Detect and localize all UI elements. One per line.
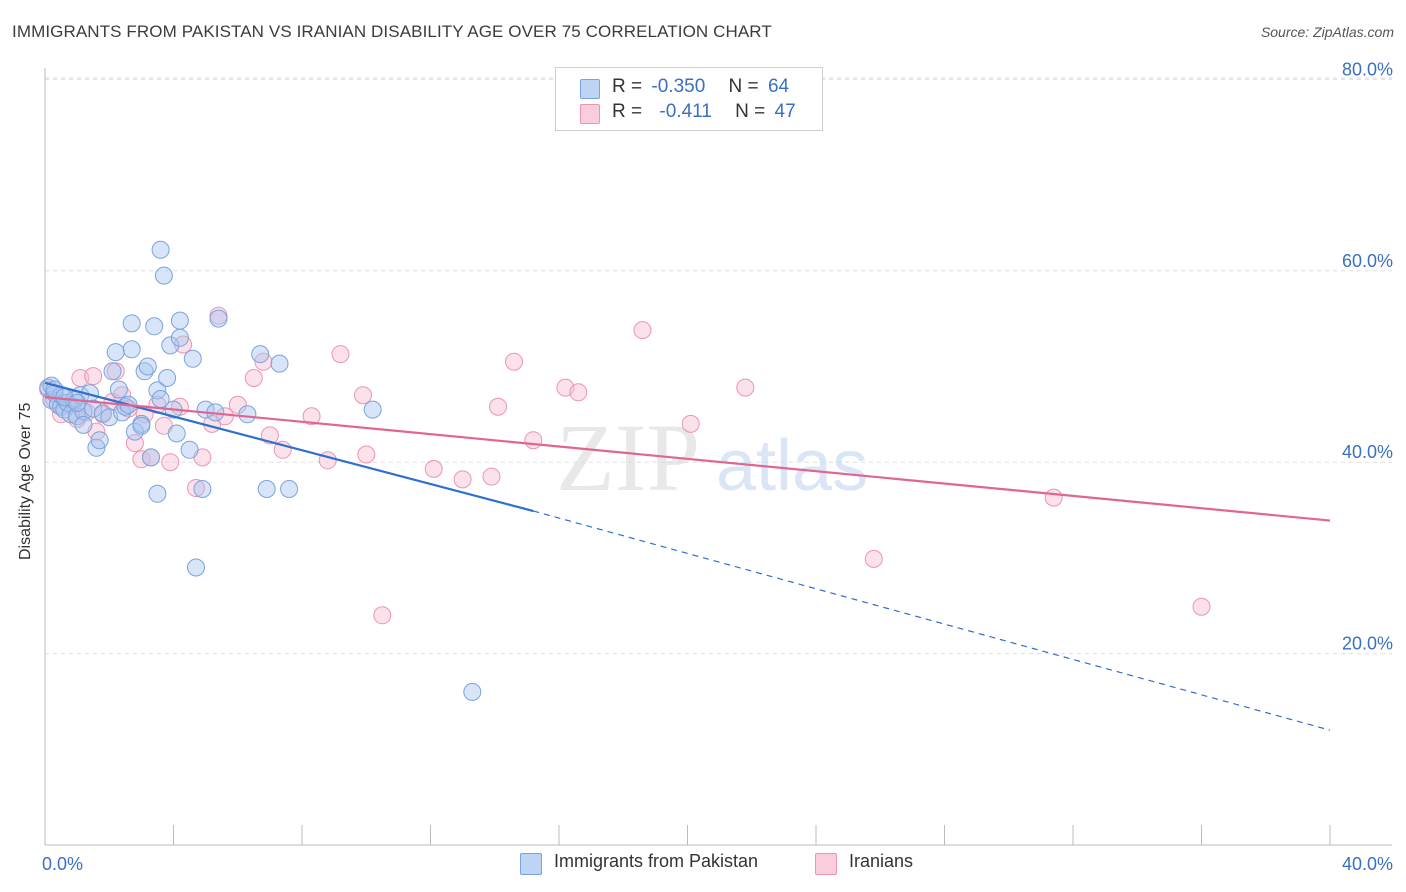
pakistan-point [135,362,154,381]
iranians-point [161,453,180,472]
pakistan-point [280,480,299,498]
iranians-point [357,445,376,464]
gridlines [45,77,1392,655]
legend-text-iranians: R = -0.411 N = 47 [612,101,796,123]
legend-r-label: R = [612,76,643,97]
pakistan-point [74,415,93,434]
pakistan-point [209,309,228,328]
tick-labels: 20.0% 40.0% 60.0% 80.0% 0.0% 40.0% [42,59,1393,874]
correlation-legend: R = -0.350 N = 64 R = -0.411 N = 47 [555,67,823,131]
pakistan-point [238,405,257,424]
trendlines [44,381,1331,731]
iranians-point [228,395,247,414]
bottom-legend-swatch-pink [815,853,837,875]
pakistan-point [90,431,109,450]
legend-n-label: N = [735,101,766,122]
iranians-point [453,470,472,489]
iranians-point [482,467,501,486]
pakistan-point [145,317,164,336]
legend-r-label: R = [612,101,643,122]
x-tick-label: 0.0% [42,854,83,874]
pakistan-point [251,345,270,364]
iranians-point [373,606,392,625]
pakistan-point [103,362,122,381]
pakistan-point [270,354,289,373]
pakistan-points [39,240,482,701]
iranians-point [681,414,700,433]
iranians-point [736,378,755,397]
watermark-atlas: atlas [716,426,868,506]
iranians-point [505,352,523,371]
pakistan-point [84,399,103,418]
pakistan-point [154,266,173,285]
iranians-point [1192,597,1211,616]
watermark: ZIP atlas [556,404,868,511]
pakistan-point [463,682,482,701]
y-axis-title: Disability Age Over 75 [17,402,34,560]
legend-n-value: 47 [774,101,796,122]
iranians-point [864,549,883,568]
pakistan-point [161,336,180,355]
legend-text-pakistan: R = -0.350 N = 64 [612,76,789,98]
pakistan-point [363,400,382,419]
iranians-point [354,386,372,405]
pakistan-point [167,424,186,443]
legend-r-value: -0.350 [651,76,706,97]
iranians-point [524,431,543,450]
pakistan-point [151,240,170,259]
pakistan-point [142,448,160,467]
y-tick-label: 80.0% [1342,59,1393,79]
legend-swatch-blue [580,79,600,99]
pakistan-point [158,369,177,387]
legend-n-value: 64 [767,76,790,97]
x-tick-label: 40.0% [1342,854,1393,874]
pakistan-point [122,314,141,333]
pakistan-point [170,328,189,347]
y-tick-label: 20.0% [1342,634,1393,654]
bottom-legend-label-iranians: Iranians [849,851,914,871]
iranians-trendline [44,396,1331,522]
bottom-legend-label-pakistan: Immigrants from Pakistan [554,851,759,871]
pakistan-point [180,440,199,459]
iranians-point [331,345,350,364]
pakistan-point [187,558,205,577]
pakistan-point [106,343,125,362]
iranians-point [633,321,652,340]
pakistan-point [132,416,151,435]
pakistan-point [68,393,87,412]
legend-r-value: -0.411 [659,101,712,122]
legend-swatch-pink [580,104,600,124]
iranians-point [302,407,321,426]
legend-n-label: N = [728,76,759,97]
axes [44,68,1392,846]
pakistan-point [138,357,157,376]
pakistan-point [183,349,202,368]
pakistan-point [122,340,141,359]
pakistan-point [170,311,189,330]
chart-title: IMMIGRANTS FROM PAKISTAN VS IRANIAN DISA… [12,22,772,41]
pakistan-trendline-extension [533,510,1331,731]
bottom-legend-swatch-blue [520,853,542,875]
pakistan-point [193,480,212,498]
pakistan-point [148,484,167,503]
iranians-point [489,397,507,416]
iranians-point [84,367,103,386]
y-tick-label: 60.0% [1342,251,1393,271]
pakistan-point [109,380,128,399]
y-tick-label: 40.0% [1342,442,1393,462]
iranians-point [424,459,443,478]
iranians-point [187,479,205,497]
iranians-point [244,369,263,387]
pakistan-point [257,480,276,498]
iranians-point [569,383,588,402]
source-credit: Source: ZipAtlas.com [1260,24,1394,40]
iranians-point [1044,488,1063,507]
